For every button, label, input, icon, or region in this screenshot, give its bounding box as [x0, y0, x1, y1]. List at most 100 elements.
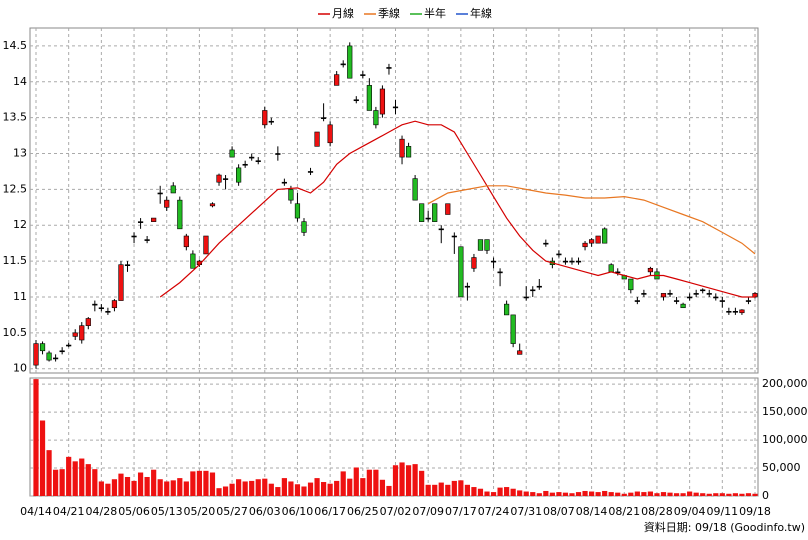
volume-bar — [752, 493, 758, 496]
volume-bar — [366, 469, 372, 496]
y-tick-label: 13.5 — [3, 111, 28, 124]
candle-body — [39, 343, 46, 352]
candle-body — [615, 271, 621, 274]
volume-bar — [360, 478, 366, 496]
volume-bar — [301, 486, 307, 496]
candle-body — [203, 235, 209, 255]
candle-body — [680, 303, 686, 309]
volume-bar — [438, 482, 444, 496]
candle-body — [262, 110, 268, 126]
candle-body — [726, 311, 732, 313]
volume-bar — [680, 493, 686, 496]
volume-bar — [602, 490, 608, 496]
volume-bar — [451, 480, 457, 496]
candle-body — [386, 67, 392, 69]
candle-body — [667, 293, 673, 295]
volume-bar — [203, 470, 209, 496]
candle-body — [79, 325, 85, 341]
legend-label: 半年 — [424, 6, 446, 20]
volume-tick-label: 50,000 — [762, 461, 801, 474]
volume-bar — [464, 484, 470, 496]
candle-body — [92, 303, 98, 306]
candle-body — [46, 352, 52, 361]
volume-bar — [262, 478, 268, 496]
candle-body — [373, 110, 379, 126]
candle-body — [249, 156, 255, 159]
candle-body — [66, 344, 72, 347]
candle-body — [595, 235, 601, 244]
candle-body — [523, 296, 529, 299]
candle-body — [634, 300, 640, 302]
candle-body — [713, 296, 719, 299]
candle-body — [451, 235, 457, 238]
candle-body — [144, 239, 150, 241]
candle-body — [111, 300, 118, 309]
candle-body — [209, 203, 216, 207]
candle-body — [170, 185, 176, 194]
x-tick-label: 07/17 — [445, 505, 477, 518]
x-tick-label: 06/25 — [347, 505, 379, 518]
x-tick-label: 06/10 — [282, 505, 314, 518]
y-tick-label: 10 — [13, 362, 27, 375]
candle-body — [301, 221, 307, 233]
candle-body — [405, 146, 412, 158]
candle-body — [628, 278, 634, 291]
candle-body — [464, 285, 471, 288]
y-tick-label: 14 — [13, 75, 27, 88]
candle-body — [647, 267, 654, 273]
volume-bar — [517, 490, 523, 496]
volume-bar — [249, 480, 255, 496]
volume-bar — [79, 458, 85, 496]
candle-body — [105, 311, 111, 313]
volume-bar — [353, 467, 359, 496]
volume-bar — [530, 492, 536, 496]
candle-body — [673, 300, 680, 302]
x-tick-label: 04/21 — [53, 505, 85, 518]
volume-bar — [477, 488, 484, 496]
candle-body — [660, 293, 667, 298]
volume-bar — [706, 493, 712, 496]
volume-bar — [275, 487, 281, 496]
x-tick-label: 04/14 — [20, 505, 52, 518]
volume-bar — [242, 481, 248, 496]
candle-body — [216, 174, 222, 183]
volume-bar — [510, 488, 516, 496]
candle-body — [641, 293, 647, 295]
volume-bar — [183, 481, 189, 496]
y-tick-label: 10.5 — [3, 326, 28, 339]
volume-bar — [392, 465, 399, 496]
volume-bar — [745, 493, 752, 496]
candle-body — [490, 260, 497, 263]
candle-body — [484, 239, 490, 251]
volume-bar — [373, 469, 379, 496]
volume-bar — [314, 478, 320, 496]
volume-bar — [471, 487, 477, 496]
volume-bar — [255, 479, 261, 496]
candle-body — [242, 163, 248, 166]
candle-body — [445, 203, 451, 215]
candle-body — [602, 228, 608, 244]
candle-body — [72, 332, 78, 337]
candle-body — [438, 228, 444, 231]
candle-body — [504, 303, 510, 316]
volume-bar — [386, 485, 392, 496]
y-tick-label: 12.5 — [3, 182, 28, 195]
volume-tick-label: 150,000 — [762, 405, 808, 418]
candle-body — [425, 217, 431, 220]
candle-body — [255, 160, 261, 162]
volume-bar — [660, 492, 667, 496]
candle-body — [379, 88, 386, 115]
volume-bar — [405, 465, 412, 496]
volume-bar — [236, 479, 242, 496]
volume-tick-label: 200,000 — [762, 377, 808, 390]
volume-bar — [445, 484, 451, 496]
volume-bar — [726, 493, 732, 496]
volume-bar — [673, 493, 680, 496]
candle-body — [33, 343, 39, 366]
candle-body — [236, 167, 242, 183]
x-tick-label: 05/20 — [184, 505, 216, 518]
candle-body — [124, 264, 131, 266]
volume-bar — [196, 470, 203, 496]
volume-bar — [582, 490, 588, 496]
volume-bar — [229, 483, 235, 496]
